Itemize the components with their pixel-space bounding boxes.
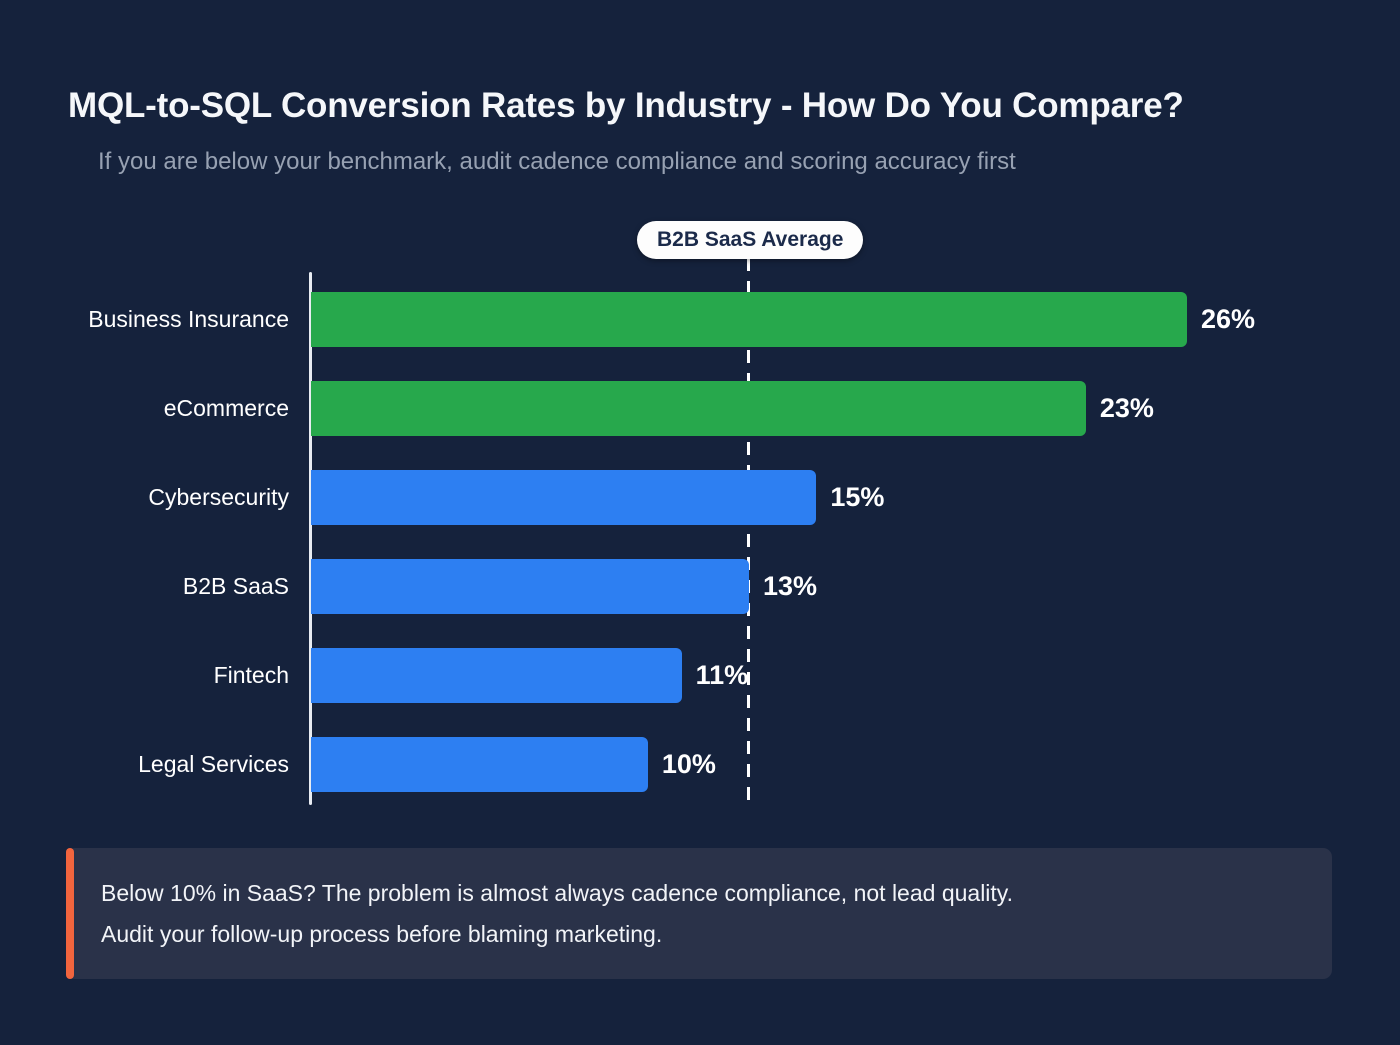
callout-text: Below 10% in SaaS? The problem is almost… bbox=[101, 873, 1013, 955]
bar-value-label: 13% bbox=[762, 571, 818, 601]
callout-line-1: Below 10% in SaaS? The problem is almost… bbox=[101, 879, 1013, 906]
category-label: eCommerce bbox=[163, 395, 289, 421]
bar bbox=[311, 381, 1086, 436]
bar-value-label: 15% bbox=[830, 482, 885, 512]
bar-row: Cybersecurity 15% bbox=[0, 470, 1400, 525]
y-axis-line bbox=[309, 272, 312, 805]
bar-row: Fintech 11% bbox=[0, 648, 1400, 703]
category-label: Legal Services bbox=[138, 751, 289, 777]
page-title: MQL-to-SQL Conversion Rates by Industry … bbox=[68, 86, 1184, 125]
bar-row: Business Insurance 26% bbox=[0, 292, 1400, 347]
bar-row: eCommerce 23% bbox=[0, 381, 1400, 436]
bar bbox=[311, 648, 682, 703]
bar-value-label: 26% bbox=[1200, 304, 1255, 334]
bar-value-label: 23% bbox=[1099, 393, 1154, 423]
bar bbox=[311, 292, 1187, 347]
bar-row: Legal Services 10% bbox=[0, 737, 1400, 792]
category-label: Fintech bbox=[213, 662, 289, 688]
callout-accent-bar bbox=[66, 848, 74, 979]
bar-value-label: 10% bbox=[661, 749, 716, 779]
benchmark-label-pill: B2B SaaS Average bbox=[637, 221, 864, 259]
bar-value-label: 11% bbox=[695, 660, 749, 690]
bar bbox=[311, 559, 749, 614]
category-label: Business Insurance bbox=[88, 306, 289, 332]
bar-row: B2B SaaS 13% bbox=[0, 559, 1400, 614]
bar bbox=[311, 470, 817, 525]
callout-panel: Below 10% in SaaS? The problem is almost… bbox=[66, 848, 1332, 979]
category-label: Cybersecurity bbox=[148, 484, 289, 510]
bar bbox=[311, 737, 648, 792]
benchmark-dashed-line bbox=[747, 258, 750, 805]
category-label: B2B SaaS bbox=[182, 573, 289, 599]
page-subtitle: If you are below your benchmark, audit c… bbox=[98, 148, 1016, 175]
callout-line-2: Audit your follow-up process before blam… bbox=[101, 920, 663, 947]
